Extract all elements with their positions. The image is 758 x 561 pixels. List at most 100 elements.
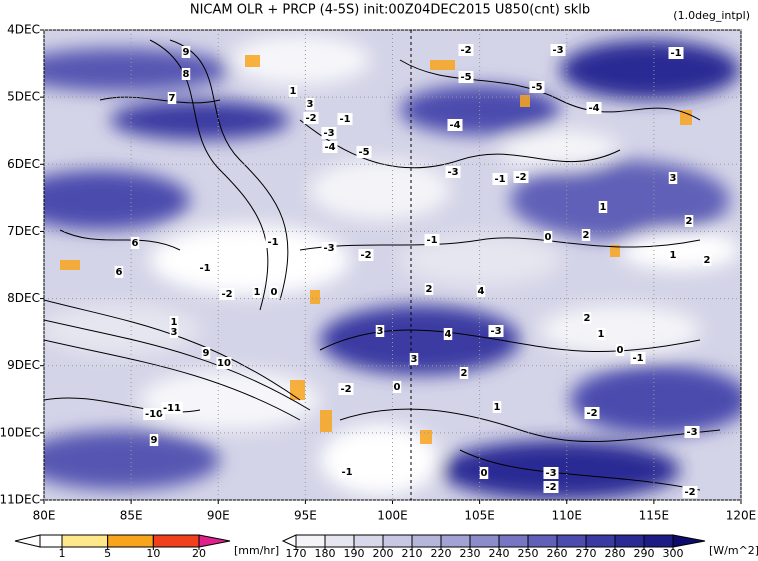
contour-label: -2 xyxy=(545,482,556,493)
contour-label: 1 xyxy=(254,287,261,298)
contour-label: 4 xyxy=(445,329,452,340)
colorbar-tick-label: 260 xyxy=(547,547,568,560)
contour-label-bg xyxy=(288,85,298,97)
x-tick-label: 105E xyxy=(464,509,495,523)
contour-label-bg xyxy=(702,254,712,266)
contour-label-bg xyxy=(543,481,559,493)
colorbar-tick-label: 280 xyxy=(605,547,626,560)
contour-label: 2 xyxy=(583,230,590,241)
contour-label-bg xyxy=(358,249,374,261)
colorbar-tick-label: 170 xyxy=(286,547,307,560)
contour-label: 9 xyxy=(183,47,190,58)
contour-label-bg xyxy=(668,47,684,59)
contour-label-bg xyxy=(337,113,353,125)
x-tick-label: 120E xyxy=(726,509,757,523)
contour-label-bg xyxy=(630,352,646,364)
colorbar-tick-label: 190 xyxy=(344,547,365,560)
y-tick-label: 6DEC xyxy=(7,157,40,171)
contour-label-bg xyxy=(114,266,124,278)
contour-label-bg xyxy=(447,119,463,131)
x-tick-label: 80E xyxy=(33,509,56,523)
contour-label-bg xyxy=(492,401,502,413)
contour-label-bg xyxy=(513,171,529,183)
contour-label-bg xyxy=(181,68,191,80)
colorbar-box xyxy=(152,534,200,548)
contour-label-bg xyxy=(584,407,600,419)
contour-label-bg xyxy=(269,286,279,298)
contour-label: -3 xyxy=(552,45,563,56)
y-tick-label: 5DEC xyxy=(7,90,40,104)
colorbar-tick-label: 20 xyxy=(192,547,206,560)
contour-label: 0 xyxy=(481,468,488,479)
contour-label-bg xyxy=(265,236,281,248)
colorbar-end xyxy=(672,534,706,548)
colorbar-tick-label: 290 xyxy=(634,547,655,560)
contour-label: -3 xyxy=(545,468,556,479)
contour-label-bg xyxy=(130,237,140,249)
contour-label-bg xyxy=(338,383,354,395)
contour-label: 9 xyxy=(151,435,158,446)
colorbar-box xyxy=(440,534,471,548)
colorbar-box xyxy=(382,534,413,548)
contour-label-bg xyxy=(181,46,191,58)
colorbar-box xyxy=(324,534,355,548)
colorbar-box xyxy=(498,534,529,548)
colorbar-box xyxy=(39,534,63,548)
contour-label: 1 xyxy=(600,202,607,213)
contour-label: -4 xyxy=(324,142,335,153)
contour-label: 3 xyxy=(411,354,418,365)
contour-label-bg xyxy=(149,434,159,446)
colorbar-end xyxy=(14,534,41,548)
colorbar-box xyxy=(107,534,154,548)
contour-label: -2 xyxy=(360,250,371,261)
contour-label: 0 xyxy=(271,287,278,298)
contour-label: 3 xyxy=(377,326,384,337)
y-tick-label: 9DEC xyxy=(7,358,40,372)
contour-label: 1 xyxy=(598,329,605,340)
contour-label: -2 xyxy=(221,289,232,300)
contour-label-bg xyxy=(197,262,213,274)
contour-label-bg xyxy=(169,326,179,338)
contour-label-bg xyxy=(581,229,591,241)
contour-label-bg xyxy=(424,283,434,295)
contour-label: -1 xyxy=(426,235,437,246)
x-tick-label: 110E xyxy=(552,509,583,523)
contour-label: 3 xyxy=(670,173,677,184)
contour-label: 7 xyxy=(169,93,176,104)
contour-label: -5 xyxy=(358,147,369,158)
contour-label-bg xyxy=(392,381,402,393)
contour-label: 6 xyxy=(132,238,139,249)
field xyxy=(44,30,741,500)
contour-label-bg xyxy=(443,328,453,340)
colorbar-tick-label: 270 xyxy=(576,547,597,560)
colorbar-tick-label: 5 xyxy=(104,547,111,560)
contour-label: -1 xyxy=(494,174,505,185)
x-tick-label: 85E xyxy=(120,509,143,523)
y-tick-label: 8DEC xyxy=(7,291,40,305)
contour-label: -1 xyxy=(632,353,643,364)
contour-label: -4 xyxy=(588,103,599,114)
chart-subtitle: (1.0deg_intpl) xyxy=(673,9,750,22)
contour-label: 2 xyxy=(686,216,693,227)
contour-label-bg xyxy=(321,127,337,139)
colorbar-unit: [mm/hr] xyxy=(234,544,279,557)
contour-label: -2 xyxy=(586,408,597,419)
contour-label: 0 xyxy=(394,382,401,393)
contour-label-bg xyxy=(488,325,504,337)
contour-label-bg xyxy=(684,215,694,227)
contour-label: -2 xyxy=(684,487,695,498)
contour-label: -10 xyxy=(145,409,163,420)
colorbar-box xyxy=(353,534,384,548)
contour-label: -3 xyxy=(323,128,334,139)
contour-label-bg xyxy=(356,146,372,158)
colorbar-tick-label: 10 xyxy=(146,547,160,560)
contour-label: -3 xyxy=(447,167,458,178)
contour-label: 6 xyxy=(116,267,123,278)
contour-label: 0 xyxy=(617,345,624,356)
contour-label: -1 xyxy=(199,263,210,274)
contour-label: 1 xyxy=(494,402,501,413)
x-tick-label: 100E xyxy=(377,509,408,523)
contour-label-bg xyxy=(201,347,211,359)
contour-label-bg xyxy=(492,173,508,185)
contour-label-bg xyxy=(598,201,608,213)
